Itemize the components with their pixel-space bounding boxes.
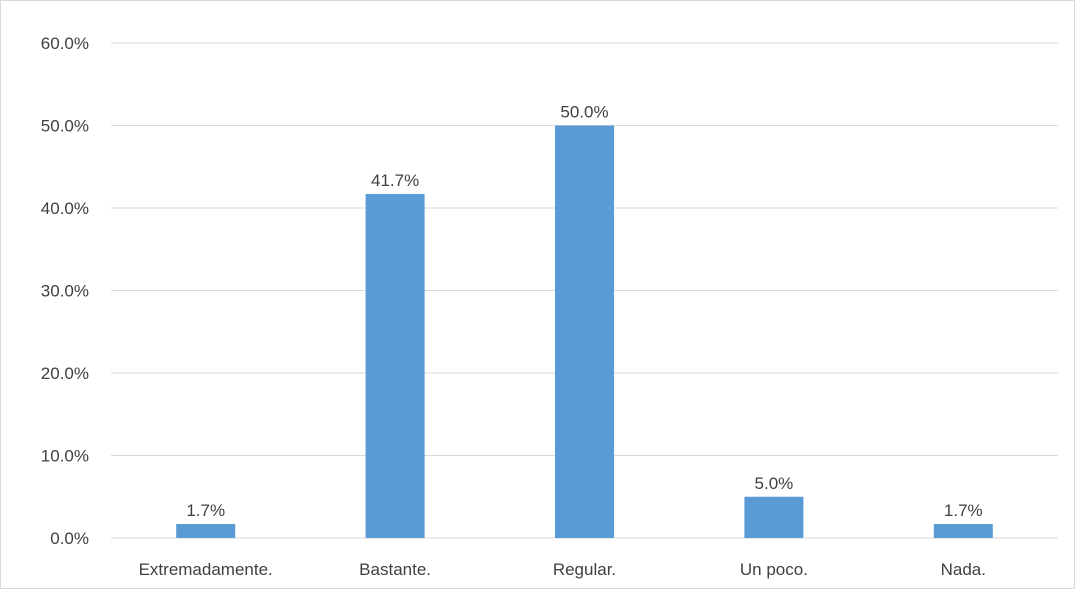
bars xyxy=(176,125,993,538)
bar-3 xyxy=(744,496,804,538)
category-label-4: Nada. xyxy=(941,560,986,579)
y-axis-tick-labels: 0.0% 10.0% 20.0% 30.0% 40.0% 50.0% 60.0% xyxy=(41,34,89,548)
y-tick-label-2: 20.0% xyxy=(41,364,89,383)
y-tick-label-0: 0.0% xyxy=(50,529,89,548)
category-label-0: Extremadamente. xyxy=(139,560,273,579)
bar-4 xyxy=(933,523,993,538)
data-label-0: 1.7% xyxy=(186,501,225,520)
category-label-2: Regular. xyxy=(553,560,616,579)
bar-0 xyxy=(176,523,236,538)
data-labels: 1.7% 41.7% 50.0% 5.0% 1.7% xyxy=(186,103,982,520)
data-label-2: 50.0% xyxy=(560,103,608,122)
y-tick-label-5: 50.0% xyxy=(41,117,89,136)
category-label-1: Bastante. xyxy=(359,560,431,579)
y-tick-label-6: 60.0% xyxy=(41,34,89,53)
bar-2 xyxy=(555,125,614,538)
bar-1 xyxy=(365,193,425,538)
data-label-1: 41.7% xyxy=(371,171,419,190)
data-label-4: 1.7% xyxy=(944,501,983,520)
x-axis-category-labels: Extremadamente. Bastante. Regular. Un poco.… xyxy=(139,560,986,579)
category-label-3: Un poco. xyxy=(740,560,808,579)
y-tick-label-1: 10.0% xyxy=(41,447,89,466)
y-tick-label-4: 40.0% xyxy=(41,199,89,218)
y-tick-label-3: 30.0% xyxy=(41,282,89,301)
data-label-3: 5.0% xyxy=(755,474,794,493)
